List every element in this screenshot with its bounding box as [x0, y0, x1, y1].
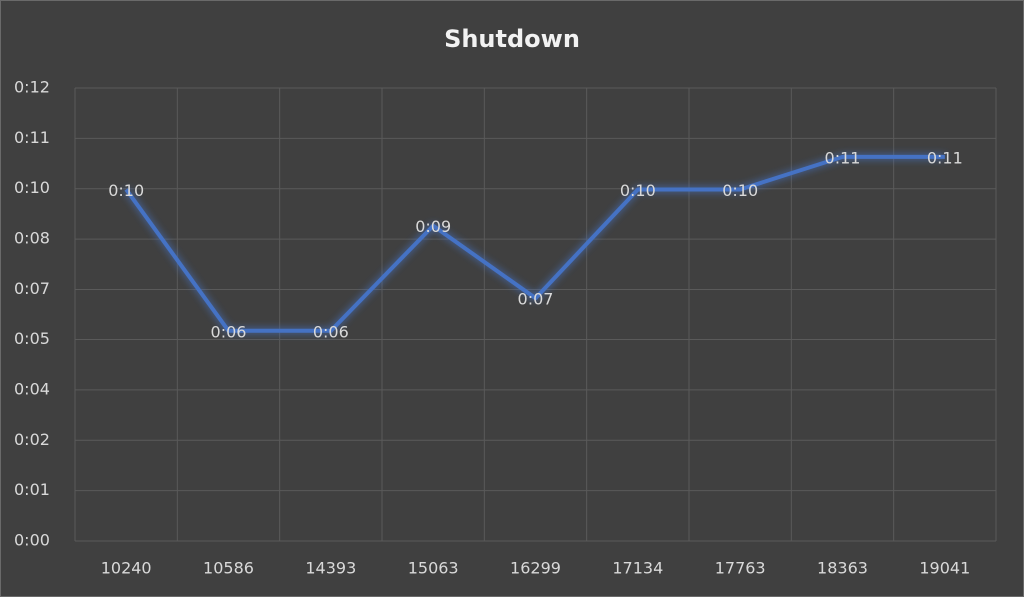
y-tick-label: 0:05 — [14, 329, 50, 348]
data-label: 0:07 — [518, 290, 554, 309]
x-tick-label: 15063 — [408, 559, 459, 578]
data-label: 0:10 — [722, 181, 758, 200]
x-tick-label: 17763 — [715, 559, 766, 578]
data-label: 0:11 — [825, 148, 861, 167]
y-tick-label: 0:00 — [14, 531, 50, 550]
line-series — [124, 154, 945, 333]
data-label: 0:06 — [211, 322, 247, 341]
x-tick-label: 19041 — [919, 559, 970, 578]
y-tick-label: 0:12 — [14, 78, 50, 97]
y-tick-label: 0:11 — [14, 128, 50, 147]
data-label: 0:11 — [927, 148, 963, 167]
chart-title: Shutdown — [444, 25, 580, 53]
y-tick-label: 0:02 — [14, 430, 50, 449]
y-tick-label: 0:08 — [14, 229, 50, 248]
x-tick-label: 18363 — [817, 559, 868, 578]
y-tick-label: 0:04 — [14, 379, 50, 398]
data-label: 0:06 — [313, 322, 349, 341]
x-tick-label: 10586 — [203, 559, 254, 578]
y-tick-label: 0:10 — [14, 178, 50, 197]
y-tick-label: 0:07 — [14, 279, 50, 298]
y-tick-label: 0:01 — [14, 480, 50, 499]
x-tick-label: 10240 — [101, 559, 152, 578]
x-tick-label: 14393 — [305, 559, 356, 578]
data-label: 0:10 — [108, 181, 144, 200]
x-tick-label: 17134 — [612, 559, 663, 578]
x-tick-label: 16299 — [510, 559, 561, 578]
data-label: 0:10 — [620, 181, 656, 200]
data-label: 0:09 — [415, 217, 451, 236]
